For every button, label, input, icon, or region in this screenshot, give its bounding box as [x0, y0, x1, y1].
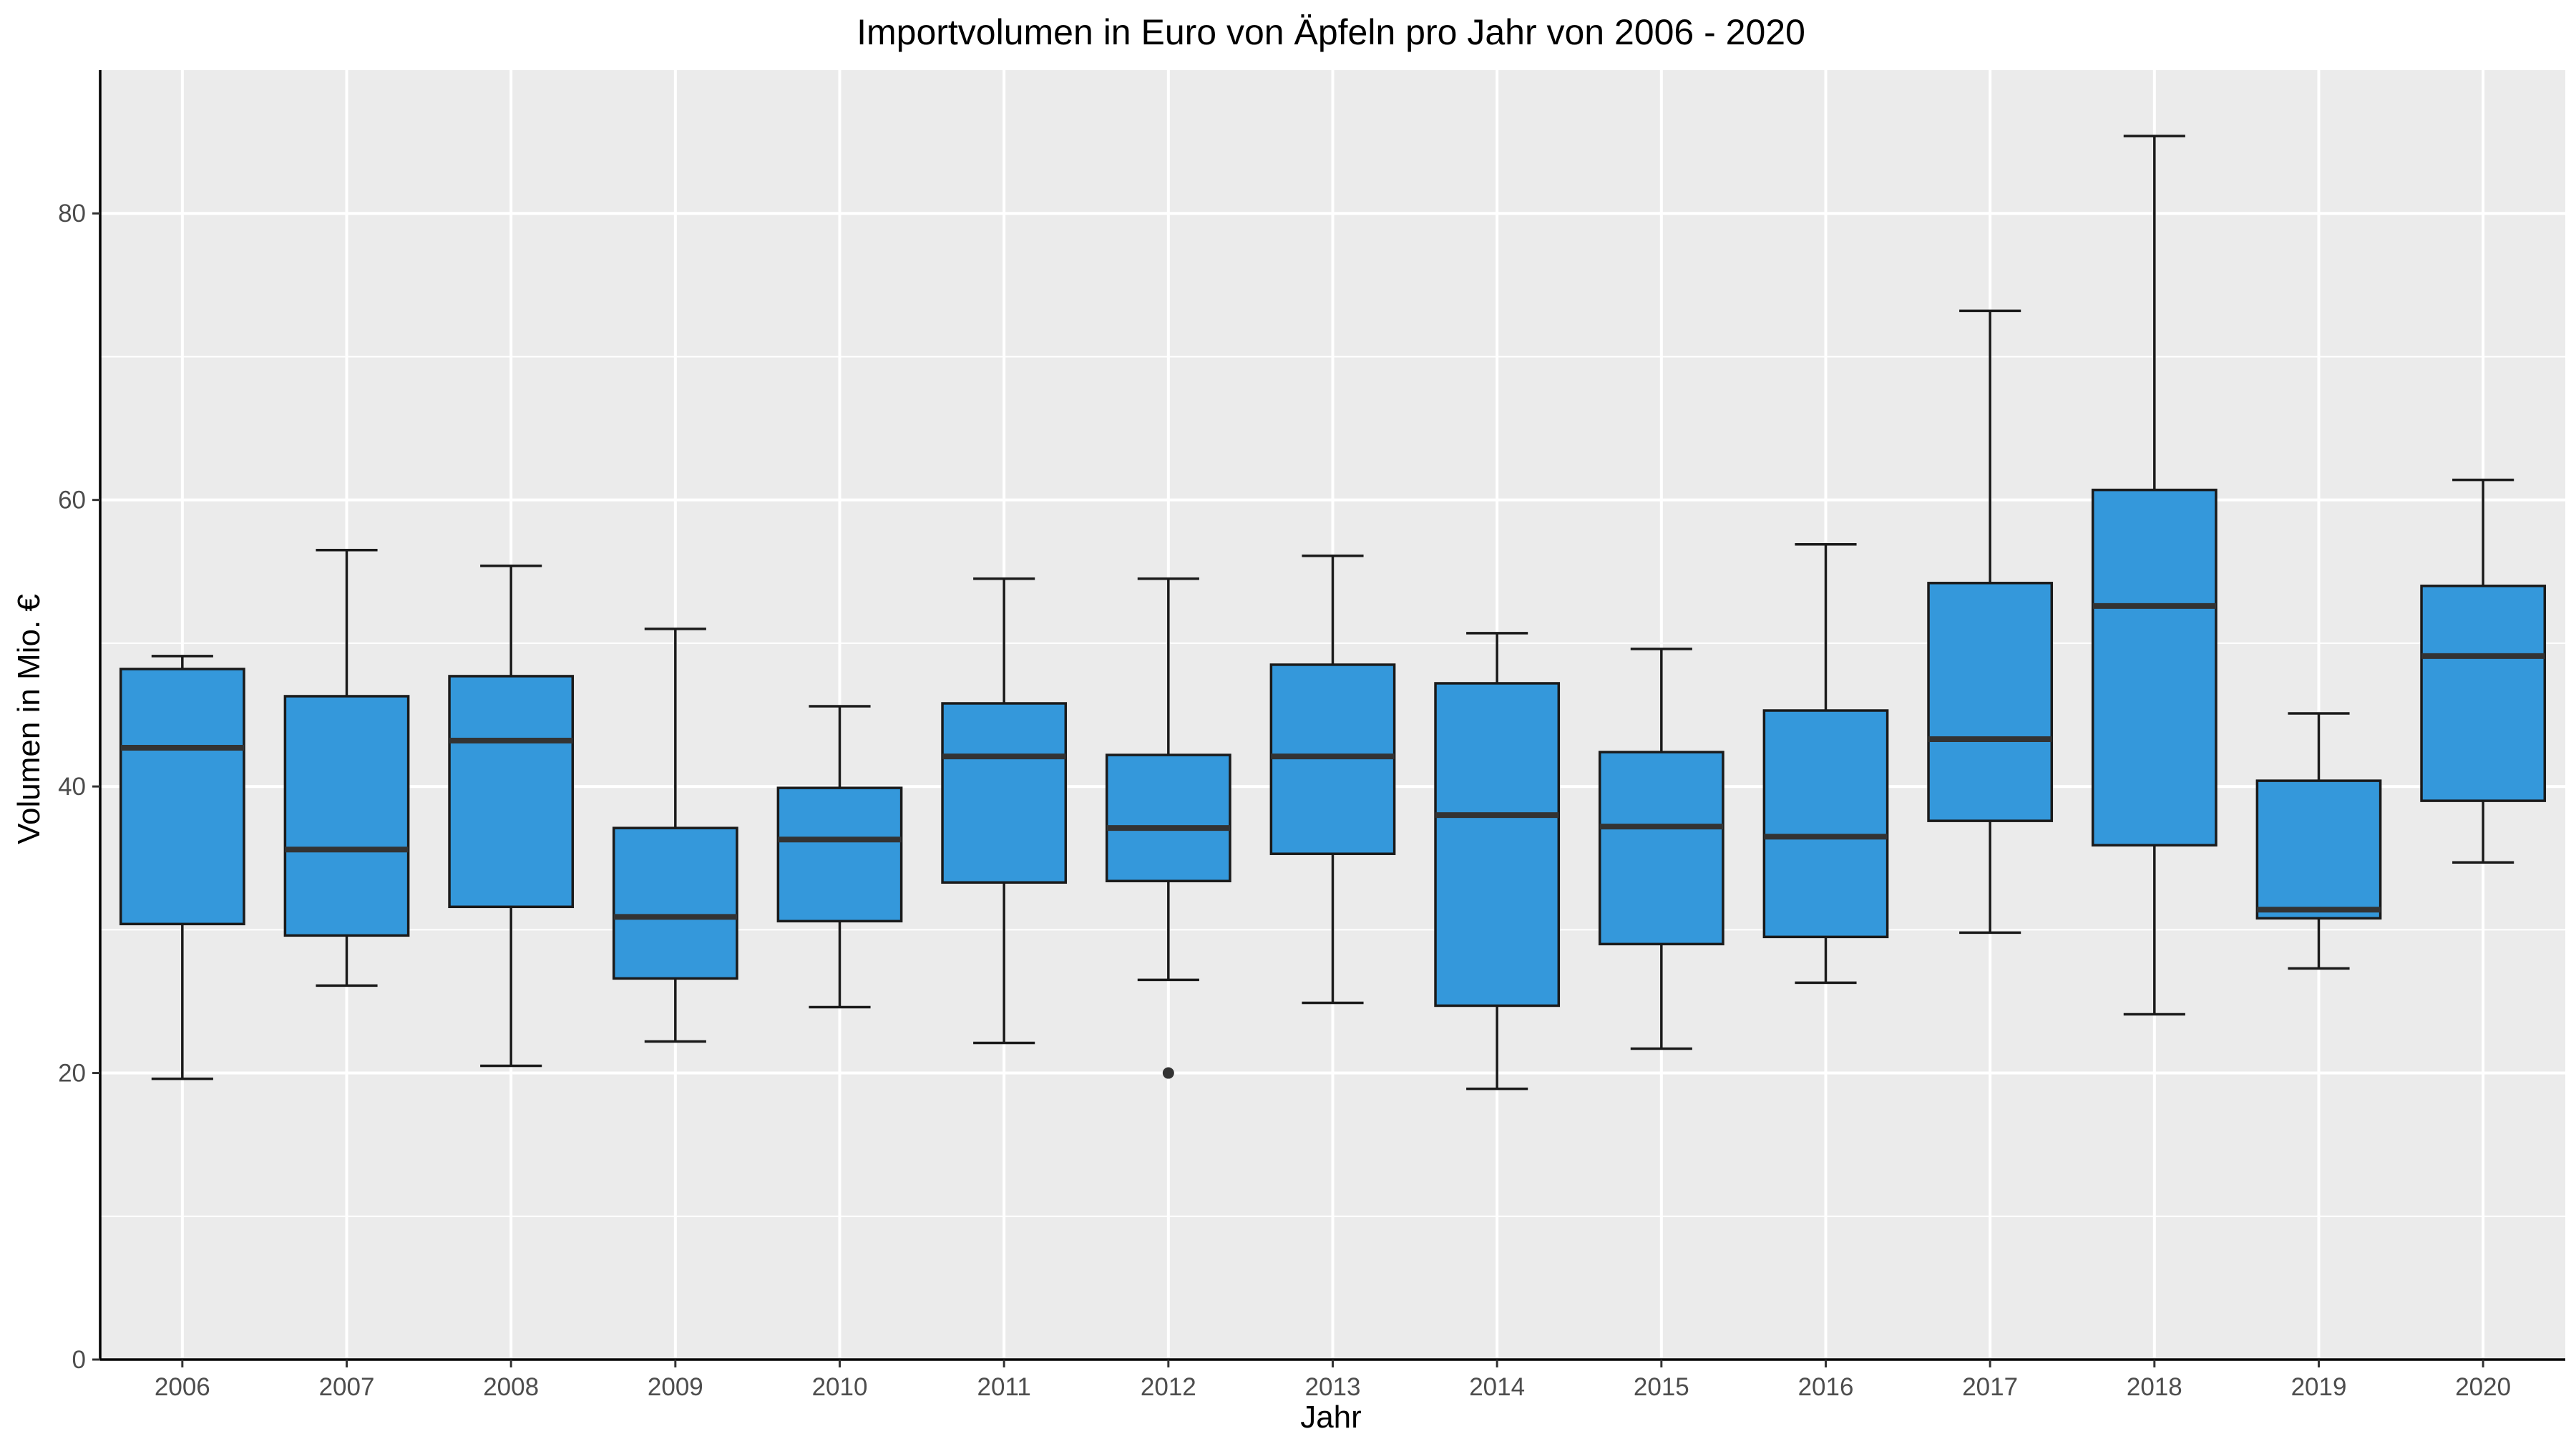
- box-2018: [2091, 135, 2218, 1016]
- y-tick-label: 60: [58, 487, 86, 514]
- box-iqr: [1105, 753, 1231, 883]
- y-tick-label: 20: [58, 1060, 86, 1088]
- x-tick-label: 2017: [1962, 1373, 2018, 1401]
- y-tick-label: 40: [58, 773, 86, 801]
- box-iqr: [941, 702, 1068, 884]
- box-iqr: [1269, 663, 1396, 855]
- box-2007: [283, 548, 410, 987]
- box-iqr: [2091, 488, 2218, 847]
- x-axis-label: Jahr: [1300, 1400, 1362, 1435]
- box-iqr: [1434, 682, 1561, 1008]
- x-tick-label: 2010: [812, 1373, 868, 1401]
- x-tick-label: 2009: [648, 1373, 703, 1401]
- x-tick-label: 2011: [977, 1373, 1031, 1401]
- box-2020: [2420, 478, 2547, 864]
- box-2009: [612, 628, 738, 1043]
- box-iqr: [1762, 709, 1889, 939]
- box-2017: [1927, 309, 2054, 935]
- chart-title: Importvolumen in Euro von Äpfeln pro Jah…: [857, 12, 1805, 52]
- box-iqr: [2255, 779, 2382, 920]
- box-iqr: [1927, 582, 2054, 822]
- box-2012: [1105, 577, 1231, 1079]
- x-tick-label: 2015: [1634, 1373, 1689, 1401]
- y-tick-label: 80: [58, 200, 86, 228]
- x-tick-label: 2016: [1798, 1373, 1854, 1401]
- x-tick-label: 2008: [483, 1373, 539, 1401]
- box-2010: [776, 705, 903, 1009]
- y-axis-label: Volumen in Mio. €: [11, 594, 47, 844]
- box-iqr: [283, 695, 410, 937]
- outlier-point: [1162, 1067, 1174, 1079]
- box-2013: [1269, 555, 1396, 1005]
- box-iqr: [448, 675, 575, 909]
- x-tick-label: 2019: [2291, 1373, 2347, 1401]
- x-tick-label: 2018: [2127, 1373, 2182, 1401]
- box-2011: [941, 577, 1068, 1045]
- x-tick-labels: 2006 2007 2008 2009 2010 2011 2012 2013 2014 2015…: [155, 1360, 2511, 1401]
- box-iqr: [2420, 585, 2547, 802]
- box-iqr: [776, 786, 903, 923]
- x-tick-label: 2007: [319, 1373, 375, 1401]
- box-2014: [1434, 632, 1561, 1091]
- box-2015: [1598, 648, 1724, 1050]
- box-iqr: [1598, 751, 1724, 946]
- box-2006: [119, 655, 245, 1080]
- x-tick-label: 2012: [1141, 1373, 1196, 1401]
- box-2019: [2255, 712, 2382, 970]
- boxes-layer: [119, 135, 2547, 1091]
- y-tick-labels: 0 20 40 60 80: [58, 200, 100, 1374]
- box-iqr: [119, 668, 245, 926]
- x-tick-label: 2014: [1469, 1373, 1525, 1401]
- box-2016: [1762, 542, 1889, 985]
- box-iqr: [612, 826, 738, 980]
- x-tick-label: 2006: [155, 1373, 210, 1401]
- y-tick-label: 0: [72, 1346, 86, 1374]
- box-2008: [448, 565, 575, 1068]
- x-tick-label: 2013: [1305, 1373, 1361, 1401]
- x-tick-label: 2020: [2455, 1373, 2511, 1401]
